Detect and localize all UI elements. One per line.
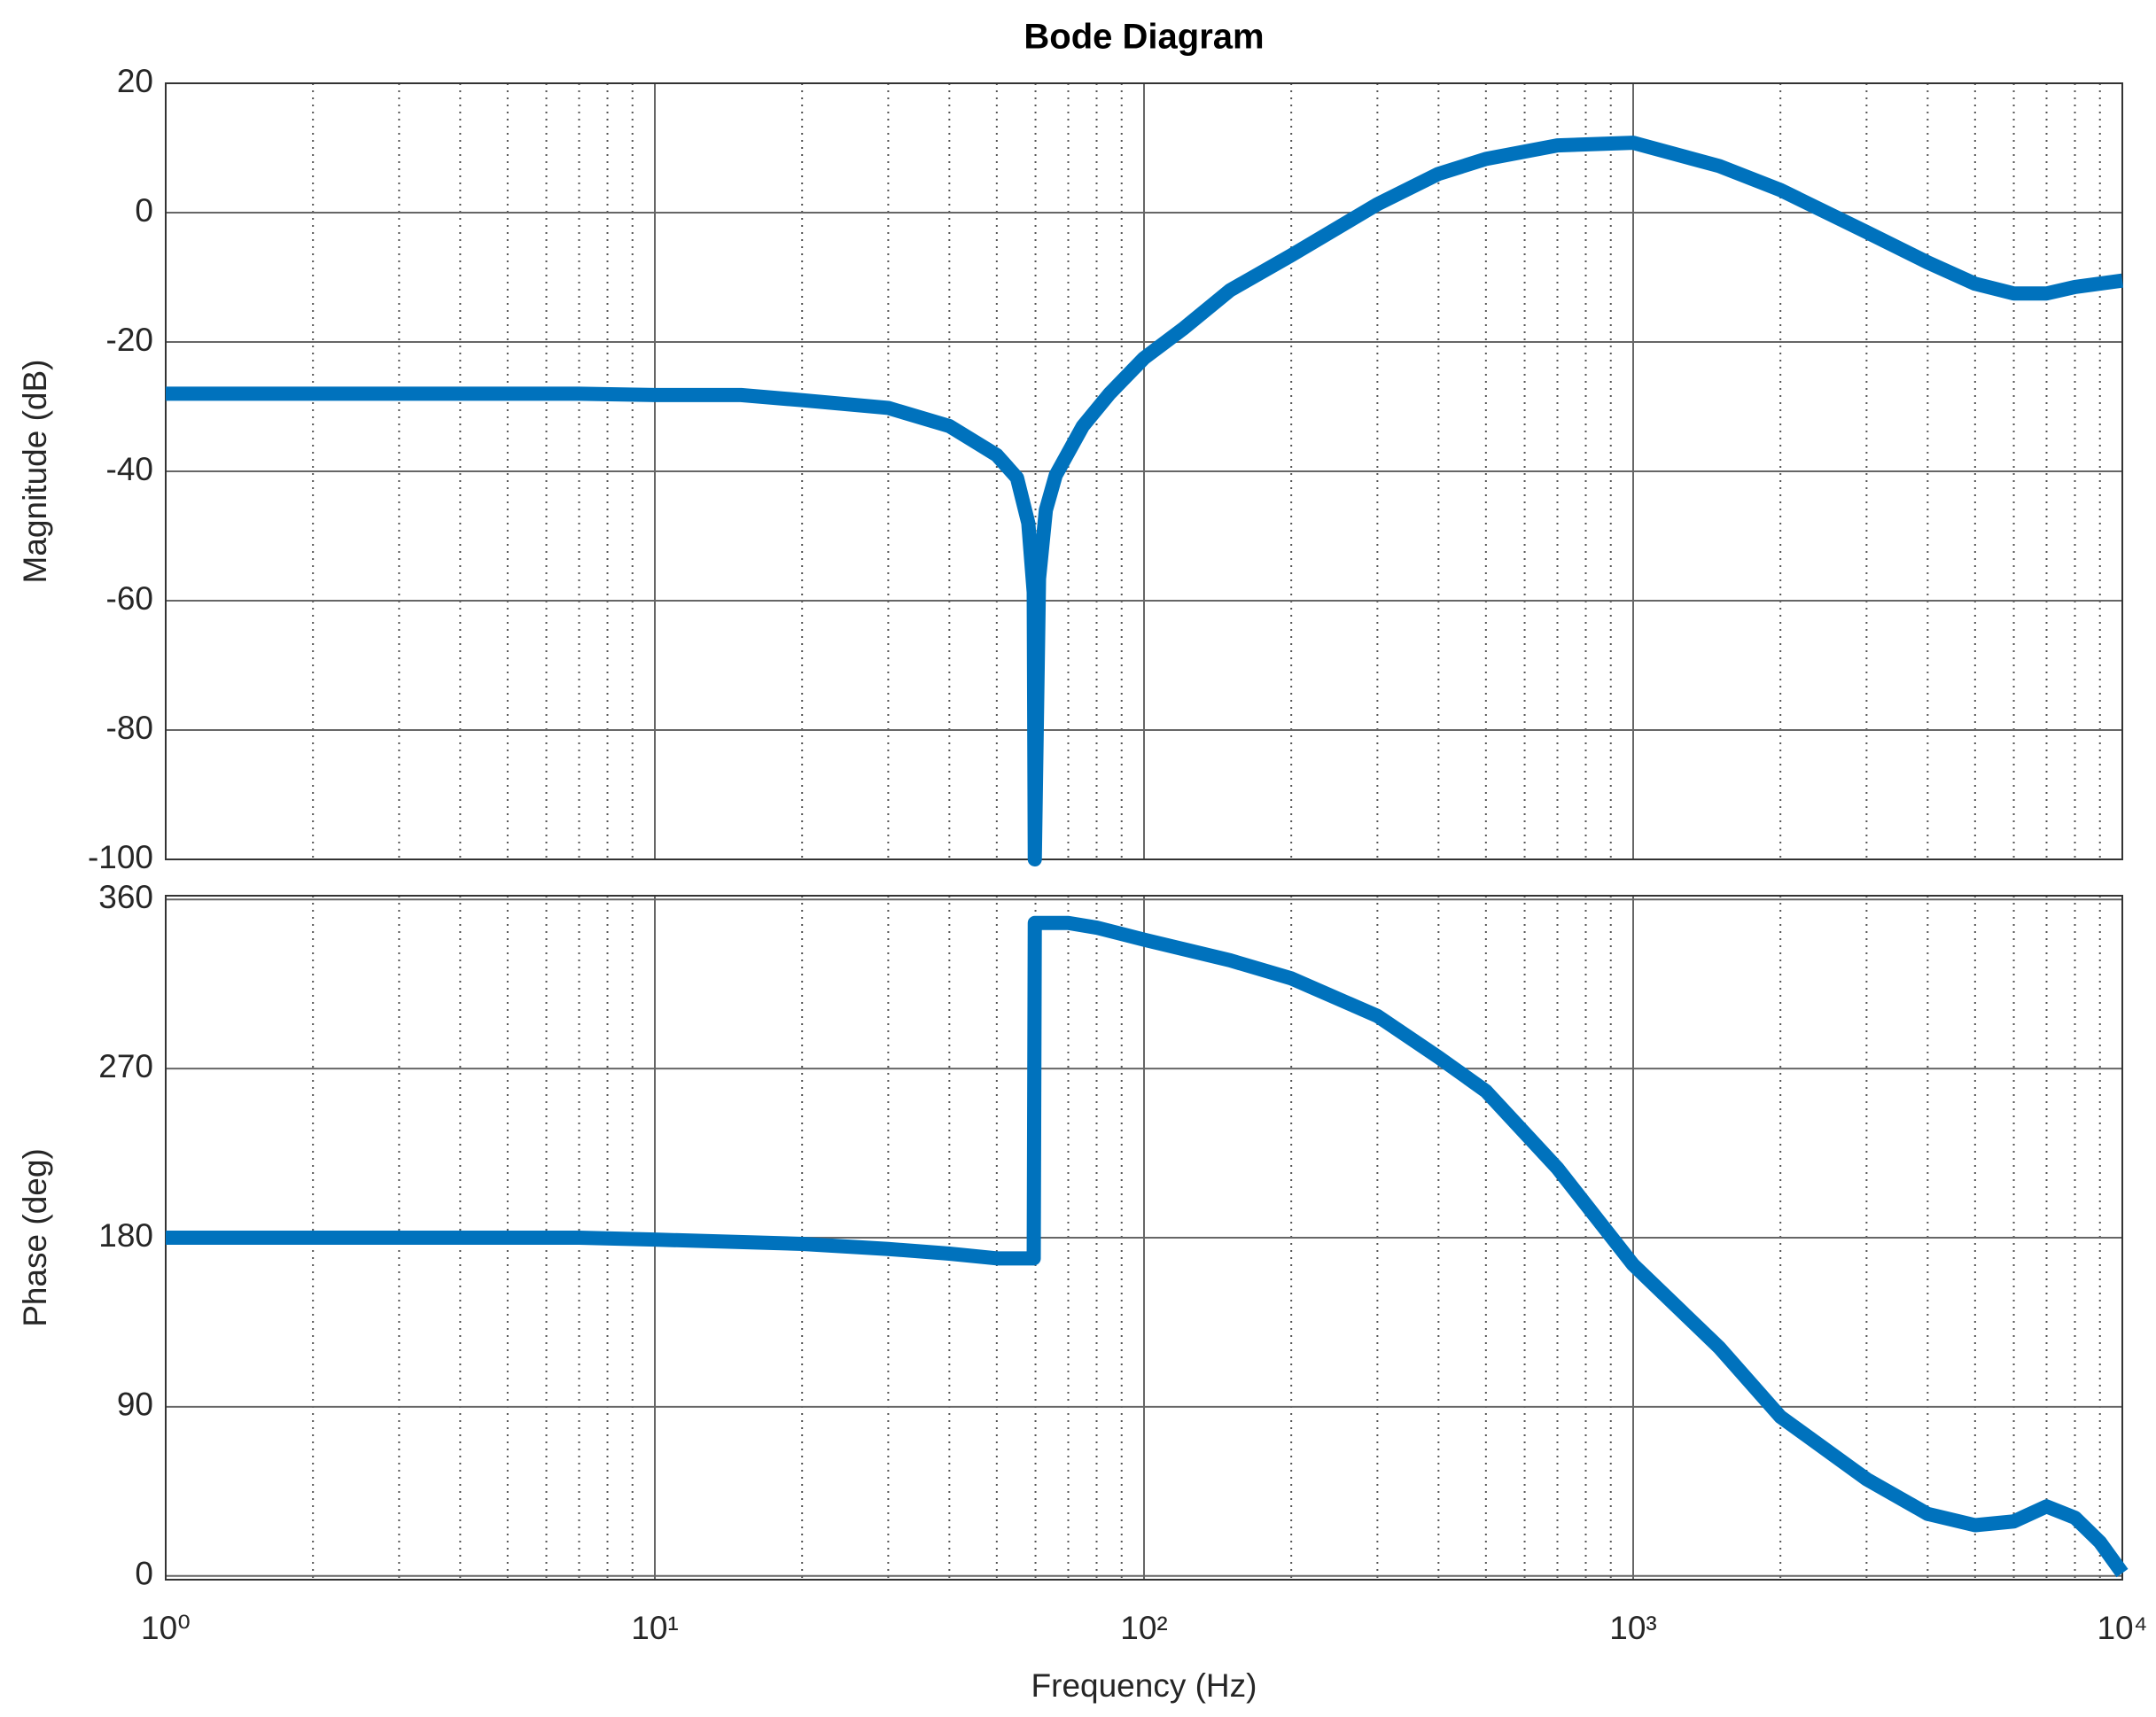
y-tick-label: 360 [98,879,153,915]
y-axis-label: Phase (deg) [17,1148,53,1327]
x-tick-label: 10¹ [631,1610,678,1646]
y-tick-label: -20 [106,322,153,358]
chart-title: Bode Diagram [1024,18,1264,57]
y-tick-label: 270 [98,1048,153,1084]
y-tick-label: -40 [106,451,153,487]
x-axis-label: Frequency (Hz) [1031,1667,1257,1704]
y-axis-label: Magnitude (dB) [17,360,53,584]
y-tick-label: 90 [117,1387,153,1423]
y-tick-label: -100 [88,839,153,875]
y-tick-label: 20 [117,63,153,99]
y-tick-label: -60 [106,580,153,617]
line [166,136,2124,866]
y-tick-label: 180 [98,1217,153,1254]
plot-frame [165,82,2123,860]
x-tick-label: 10⁴ [2097,1610,2147,1646]
x-tick-label: 10³ [1609,1610,1656,1646]
y-tick-label: -80 [106,710,153,746]
x-tick-label: 10² [1120,1610,1167,1646]
x-tick-label: 10⁰ [141,1610,191,1646]
y-tick-label: 0 [135,1556,153,1592]
y-tick-label: 0 [135,192,153,229]
line [166,915,2129,1578]
